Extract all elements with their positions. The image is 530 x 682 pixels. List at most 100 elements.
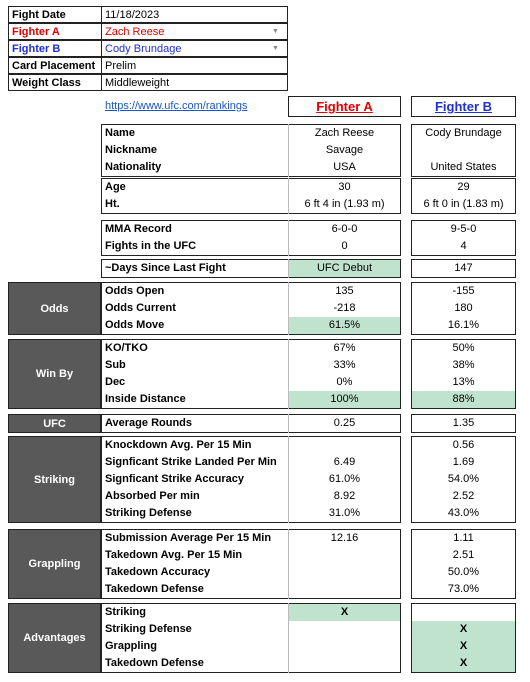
fighter-b-value: 73.0% (447, 583, 480, 595)
fighter-a-value: 12.16 (330, 532, 359, 544)
col-divider (288, 124, 289, 177)
fighter-b-value: X (412, 621, 515, 638)
fighter-a-value: Savage (325, 144, 364, 156)
col-divider (288, 603, 289, 673)
fighter-b-value: 0.56 (452, 439, 475, 451)
section-box-b (411, 339, 516, 409)
fighter-b-value: 43.0% (447, 507, 480, 519)
row-label: Signficant Strike Landed Per Min (105, 456, 277, 468)
fighter-b-value: 88% (412, 391, 515, 408)
fighter-a-value: 31.0% (328, 507, 361, 519)
header-label: Fight Date (8, 6, 102, 23)
fighter-a-value: 100% (289, 391, 400, 408)
fighter-b-value: X (412, 655, 515, 672)
header-value: Cody Brundage (101, 40, 288, 57)
fighter-a-value: 6 ft 4 in (1.93 m) (304, 198, 385, 210)
row-label: Grappling (105, 640, 157, 652)
fighter-b-value: X (412, 638, 515, 655)
fighter-a-value: 61.5% (289, 317, 400, 334)
header-label: Fighter A (8, 23, 102, 40)
row-label: Takedown Accuracy (105, 566, 211, 578)
header-value: Zach Reese (101, 23, 288, 40)
fighter-b-value: 4 (460, 240, 467, 252)
row-label: Signficant Strike Accuracy (105, 473, 244, 485)
header-label: Fighter B (8, 40, 102, 57)
fighter-a-value: X (289, 604, 400, 621)
row-label: Striking Defense (105, 623, 192, 635)
section-box (101, 414, 401, 433)
fighter-b-value: 54.0% (447, 473, 480, 485)
fighter-b-value: 1.11 (453, 532, 474, 544)
fighter-a-value (289, 638, 400, 655)
fighter-b-header: Fighter B (411, 96, 516, 117)
col-divider (288, 259, 289, 278)
row-label: Age (105, 181, 126, 193)
fighter-b-value: 2.52 (452, 490, 475, 502)
section-box-b (411, 414, 516, 433)
fighter-a-value: Zach Reese (314, 127, 375, 139)
row-label: MMA Record (105, 223, 172, 235)
section-box-b (411, 178, 516, 214)
fighter-b-value (412, 604, 515, 621)
section-box (101, 339, 401, 409)
fighter-b-value: 13% (452, 376, 475, 388)
section-box (101, 529, 401, 599)
fighter-b-value: 50.0% (447, 566, 480, 578)
fighter-b-value: United States (430, 161, 497, 173)
section-label: Win By (8, 339, 101, 409)
fighter-a-value (289, 437, 400, 454)
row-label: Sub (105, 359, 126, 371)
section-box (101, 220, 401, 256)
row-label: Nationality (105, 161, 162, 173)
fighter-a-value (289, 547, 400, 564)
fighter-a-value (289, 564, 400, 581)
fighter-a-value: 6-0-0 (331, 223, 358, 235)
fighter-b-value: 2.51 (452, 549, 475, 561)
section-box (101, 178, 401, 214)
fighter-a-value: 0% (336, 376, 353, 388)
fighter-a-header: Fighter A (288, 96, 401, 117)
row-label: Knockdown Avg. Per 15 Min (105, 439, 252, 451)
col-divider (288, 220, 289, 256)
fighter-a-value: 67% (333, 342, 356, 354)
fighter-a-value: 30 (338, 181, 351, 193)
col-divider (288, 529, 289, 599)
row-label: Fights in the UFC (105, 240, 197, 252)
fighter-b-value: 180 (454, 302, 473, 314)
row-label: KO/TKO (105, 342, 148, 354)
fighter-b-value: Cody Brundage (425, 127, 502, 139)
section-box-b (411, 436, 516, 523)
fighter-b-value: -155 (452, 285, 475, 297)
fighter-a-value (289, 621, 400, 638)
row-label: Takedown Defense (105, 657, 204, 669)
fighter-b-value: 147 (454, 262, 473, 274)
row-label: Inside Distance (105, 393, 186, 405)
fighter-a-value: -218 (333, 302, 356, 314)
fighter-b-value: 1.35 (452, 417, 475, 429)
section-label: Striking (8, 436, 101, 523)
row-label: Absorbed Per min (105, 490, 200, 502)
row-label: Odds Current (105, 302, 176, 314)
fighter-b-value: 50% (452, 342, 475, 354)
section-label: Grappling (8, 529, 101, 599)
fighter-a-value (289, 581, 400, 598)
fighter-a-value (289, 655, 400, 672)
row-label: Ht. (105, 198, 120, 210)
fighter-a-value: UFC Debut (289, 260, 400, 277)
fighter-a-value: 6.49 (333, 456, 356, 468)
col-divider (288, 436, 289, 523)
row-label: Odds Move (105, 319, 165, 331)
row-label: Average Rounds (105, 417, 193, 429)
row-label: Takedown Avg. Per 15 Min (105, 549, 243, 561)
fighter-a-value: 135 (335, 285, 354, 297)
row-label: Odds Open (105, 285, 165, 297)
section-label: UFC (8, 414, 101, 433)
section-box (101, 282, 401, 335)
dropdown-arrow: ▼ (272, 28, 279, 35)
fighter-b-value (412, 142, 515, 159)
link[interactable]: https://www.ufc.com/rankings (105, 100, 248, 112)
col-divider (288, 178, 289, 214)
row-label: ~Days Since Last Fight (105, 262, 226, 274)
section-box-b (411, 603, 516, 673)
